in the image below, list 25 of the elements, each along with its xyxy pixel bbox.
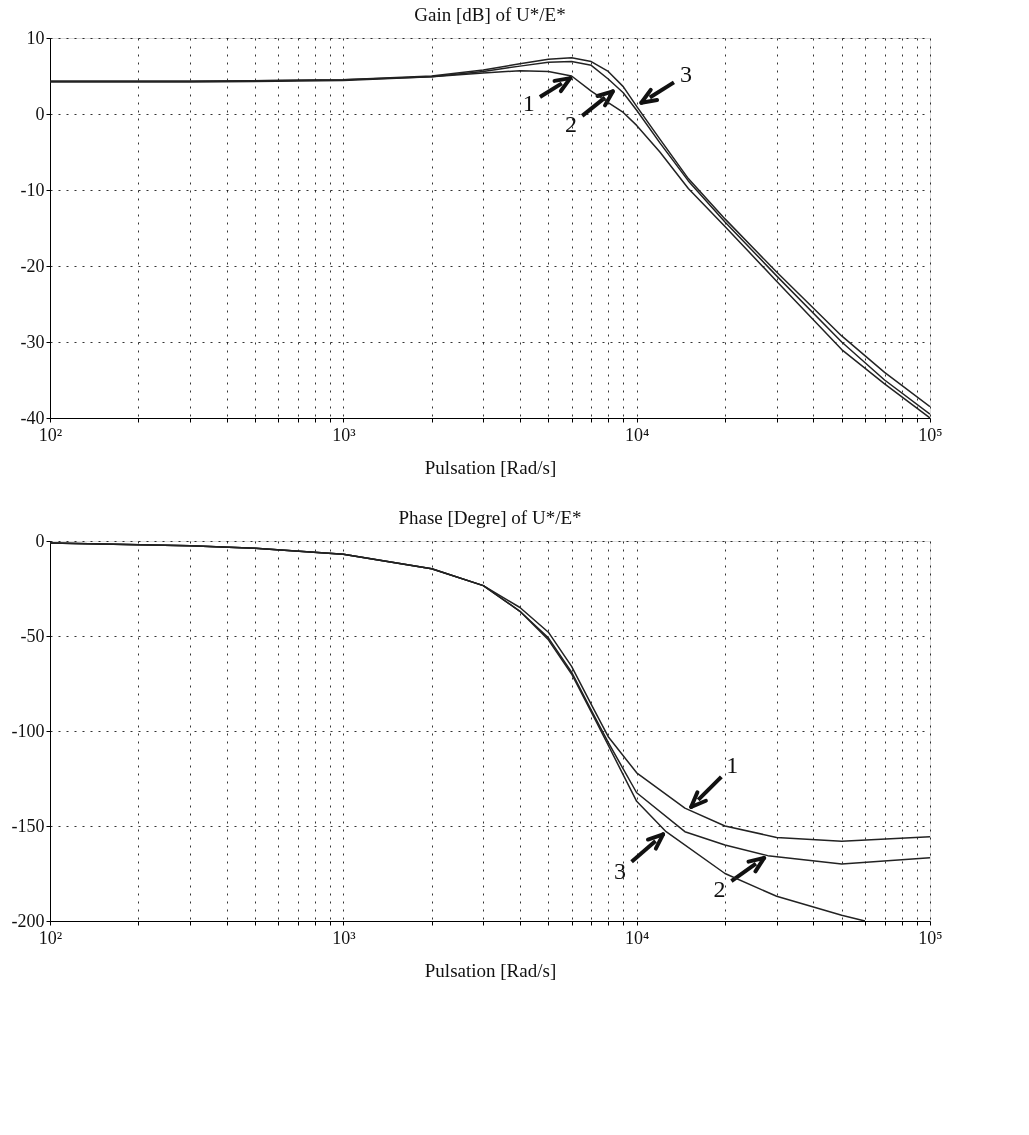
annotation: 3	[614, 857, 627, 884]
x-tick-label: 10⁵	[918, 927, 943, 948]
chart-title: Phase [Degre] of U*/E*	[398, 507, 582, 528]
x-axis-title: Pulsation [Rad/s]	[424, 959, 557, 981]
y-tick-label: 0	[35, 103, 45, 124]
y-tick-label: -150	[11, 815, 45, 836]
y-tick-label: -20	[20, 255, 45, 276]
y-tick-label: 0	[35, 530, 45, 551]
annotation: 2	[713, 875, 726, 902]
annotation: 1	[726, 751, 739, 778]
x-axis-title: Pulsation [Rad/s]	[424, 456, 557, 478]
x-tick-label: 10³	[332, 927, 357, 948]
y-tick-label: -30	[20, 331, 45, 352]
x-tick-label: 10⁴	[625, 927, 650, 948]
x-tick-label: 10⁴	[625, 424, 650, 445]
x-tick-label: 10³	[332, 424, 357, 445]
y-tick-label: 10	[26, 27, 45, 48]
annotation: 3	[679, 60, 692, 87]
annotation: 2	[564, 110, 577, 137]
chart-title: Gain [dB] of U*/E*	[414, 4, 566, 25]
y-tick-label: -10	[20, 179, 45, 200]
x-tick-label: 10⁵	[918, 424, 943, 445]
y-tick-label: -50	[20, 625, 45, 646]
y-tick-label: -100	[11, 720, 45, 741]
annotation: 1	[522, 90, 535, 116]
